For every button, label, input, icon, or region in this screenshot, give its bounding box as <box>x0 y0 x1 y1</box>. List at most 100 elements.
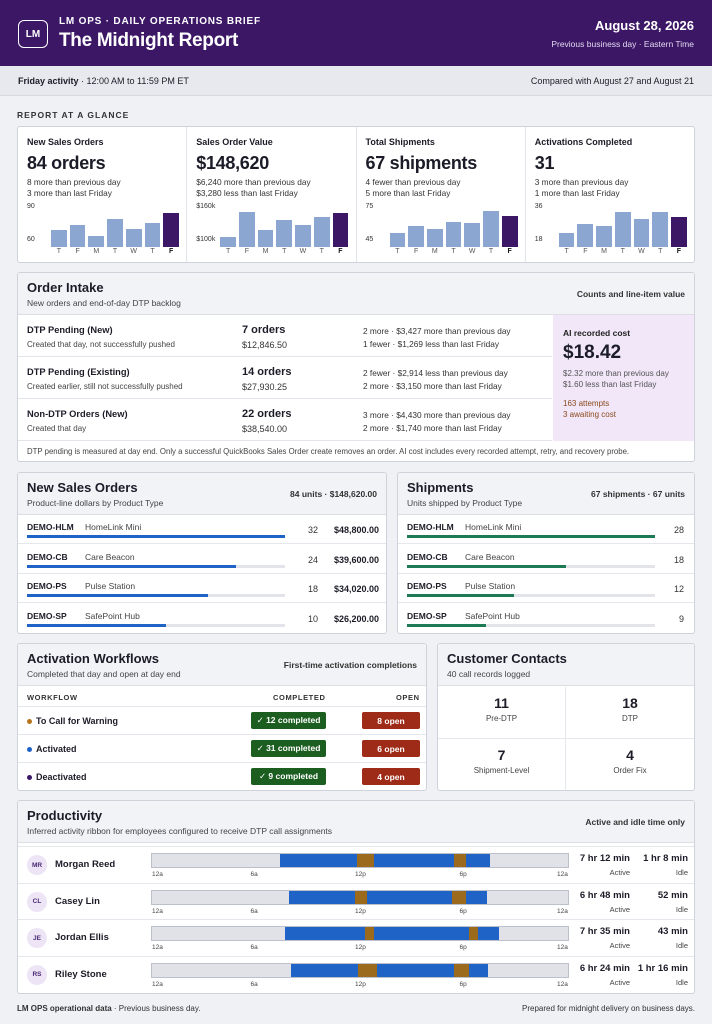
bar <box>88 235 105 247</box>
idle-segment <box>469 927 478 940</box>
intake-value: $27,930.25 <box>242 382 288 392</box>
kpi-activations-completed: Activations Completed 31 3 more than previ… <box>526 127 694 262</box>
x-tick-label: T <box>451 248 456 255</box>
col-completed: COMPLETED <box>273 693 326 702</box>
active-segment <box>290 963 359 977</box>
productivity-header: Productivity Inferred activity ribbon fo… <box>18 801 694 843</box>
active-time: 7 hr 12 min <box>579 853 630 864</box>
contact-cell: 4 Order Fix <box>566 739 694 790</box>
time-tick-label: 12a <box>557 944 568 951</box>
card-title: New Sales Orders <box>27 480 138 495</box>
employee-row: CL Casey Lin 12a 6a 12p 6p 12a 6 hr 48 min Activ… <box>18 882 694 919</box>
time-tick-label: 12p <box>355 980 366 988</box>
x-tick-label: T <box>658 248 663 255</box>
nso-header: New Sales Orders Product-line dollars by… <box>18 473 386 515</box>
intake-footnote: DTP pending is measured at day end. Only… <box>27 447 630 456</box>
product-code: DEMO-SP <box>407 610 447 621</box>
compare-note: Compared with August 27 and August 21 <box>530 75 694 86</box>
completed-badge: ✓ 31 completed <box>251 740 326 757</box>
card-title: Activation Workflows <box>27 651 159 666</box>
product-row: DEMO-SP SafePoint Hub 10 $26,200.00 <box>18 604 386 633</box>
x-tick-label: F <box>583 248 588 255</box>
card-subtitle: Inferred activity ribbon for employees c… <box>27 826 333 836</box>
product-bar-track <box>27 594 285 597</box>
idle-label: Idle <box>675 941 688 950</box>
card-subtitle: Completed that day and open at day end <box>27 669 181 679</box>
kpi-label: Sales Order Value <box>196 137 273 147</box>
footer-period: · Previous business day. <box>111 1004 201 1013</box>
time-tick-label: 12a <box>152 980 163 988</box>
intake-compare-week: 2 more · $1,740 more than last Friday <box>363 423 502 433</box>
employee-row: JE Jordan Ellis 12a 6a 12p 6p 12a 7 hr 35 min Ac… <box>18 919 694 955</box>
product-row: DEMO-PS Pulse Station 18 $34,020.00 <box>18 574 386 603</box>
bar <box>257 229 274 247</box>
active-segment <box>469 963 489 977</box>
intake-compare-week: 1 fewer · $1,269 less than last Friday <box>363 339 500 349</box>
product-bar-track <box>27 564 285 568</box>
kpi-sales-order-value: Sales Order Value $148,620 $6,240 more tha… <box>187 127 357 262</box>
product-row: DEMO-SP SafePoint Hub 9 <box>398 604 694 633</box>
card-title: Shipments <box>407 480 474 495</box>
x-tick-label: W <box>130 248 138 255</box>
contact-label: Order Fix <box>613 766 647 775</box>
idle-segment <box>358 963 378 977</box>
card-subtitle: Units shipped by Product Type <box>407 498 523 508</box>
bar <box>633 219 650 247</box>
active-segment <box>373 854 454 867</box>
contact-value: 18 <box>622 695 638 711</box>
contact-label: DTP <box>622 714 638 723</box>
ai-cost-value: $18.42 <box>563 342 622 363</box>
intake-count: 22 orders <box>242 408 292 420</box>
product-name: Pulse Station <box>85 581 136 591</box>
kpi-compare-week: $3,280 less than last Friday <box>196 188 298 198</box>
bar-group <box>389 205 518 247</box>
product-bar-track <box>407 623 655 627</box>
intake-name: Non-DTP Orders (New) <box>27 409 128 419</box>
active-segment <box>373 927 470 940</box>
intake-row: DTP Pending (New) Created that day, not s… <box>18 315 552 357</box>
product-units: 28 <box>673 525 684 535</box>
active-segment <box>477 927 499 940</box>
kpi-trend-chart: 90 60 T F M T W T F <box>27 201 180 259</box>
ai-cost-compare: $2.32 more than previous day $1.60 less … <box>563 368 685 390</box>
bar-group <box>51 205 180 247</box>
workflow-row: To Call for Warning ✓ 12 completed 8 open <box>18 706 426 734</box>
card-subtitle: 40 call records logged <box>447 669 531 679</box>
time-tick-label: 12a <box>557 980 568 988</box>
x-tick-label: T <box>620 248 625 255</box>
y-axis-max-label: 75 <box>365 203 374 210</box>
col-open: OPEN <box>396 693 420 702</box>
product-name: HomeLink Mini <box>465 522 522 532</box>
time-tick-label: 6a <box>250 980 258 988</box>
product-dollars: $26,200.00 <box>333 613 379 624</box>
idle-segment <box>453 963 470 977</box>
product-units: 18 <box>673 554 684 565</box>
product-bar-track <box>407 564 655 568</box>
product-units: 32 <box>307 525 318 535</box>
active-segment <box>465 854 490 867</box>
bar <box>163 213 180 247</box>
activation-workflows-card: Activation Workflows Completed that day … <box>17 643 427 791</box>
intake-name: DTP Pending (Existing) <box>27 367 130 377</box>
product-dollars: $34,020.00 <box>333 584 379 594</box>
card-subtitle: Product-line dollars by Product Type <box>27 498 164 508</box>
x-tick-label: T <box>395 248 400 255</box>
x-tick-label: F <box>169 248 174 255</box>
bar-group <box>558 205 687 247</box>
contact-cell: 11 Pre-DTP <box>438 687 566 739</box>
x-tick-label: W <box>468 248 476 255</box>
kpi-comparison: 4 fewer than previous day 5 more than las… <box>366 177 516 199</box>
x-tick-label: T <box>282 248 287 255</box>
footer: LM OPS operational data · Previous busin… <box>17 1004 695 1013</box>
intake-description: Created that day <box>27 424 87 433</box>
product-row: DEMO-PS Pulse Station 12 <box>398 574 694 603</box>
kpi-value: 31 <box>534 153 555 173</box>
idle-label: Idle <box>675 977 688 987</box>
footer-source: LM OPS operational data <box>17 1004 112 1013</box>
employee-name: Jordan Ellis <box>55 932 109 943</box>
x-tick-label: T <box>319 248 324 255</box>
x-tick-label: T <box>564 248 569 255</box>
active-label: Active <box>609 868 630 877</box>
status-dot-icon <box>27 719 32 724</box>
activation-header: Activation Workflows Completed that day … <box>18 644 426 686</box>
